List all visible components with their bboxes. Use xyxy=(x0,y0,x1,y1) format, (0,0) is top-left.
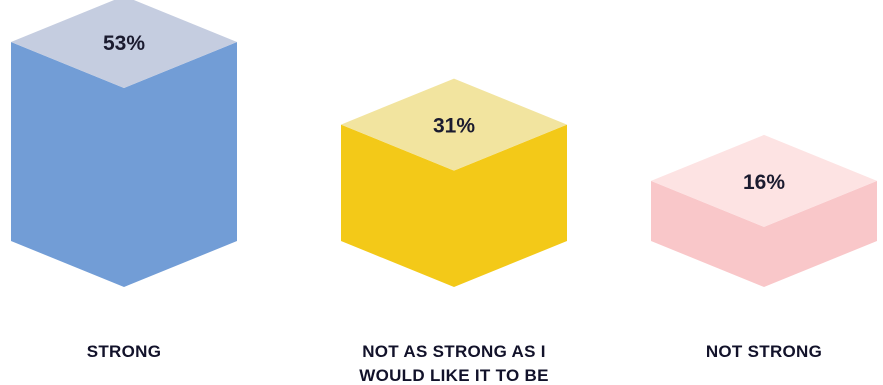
category-label: NOT AS STRONG AS I xyxy=(362,342,546,361)
bar-right-face xyxy=(124,41,237,287)
category-label: NOT STRONG xyxy=(706,342,822,361)
category-labels-group: STRONG NOT AS STRONG AS I WOULD LIKE IT TO… xyxy=(87,342,822,385)
bar-left-face xyxy=(341,124,454,287)
value-label: 16% xyxy=(743,171,785,194)
value-label: 31% xyxy=(433,115,475,138)
bar-left-face xyxy=(651,180,764,287)
category-label: WOULD LIKE IT TO BE xyxy=(359,366,549,385)
bar-top-face xyxy=(341,78,567,171)
bar-top-face xyxy=(651,134,877,227)
bar-right-face xyxy=(764,180,877,287)
bar-left-face xyxy=(11,41,124,287)
category-label: STRONG xyxy=(87,342,162,361)
value-labels-group: 53% 31% 16% xyxy=(103,32,785,194)
bar-top-face xyxy=(11,0,237,88)
bar-right-face xyxy=(454,124,567,287)
bar-2 xyxy=(341,78,567,287)
value-label: 53% xyxy=(103,32,145,55)
bar-1 xyxy=(11,0,237,287)
bar-3 xyxy=(651,134,877,287)
bars-group xyxy=(11,0,877,287)
